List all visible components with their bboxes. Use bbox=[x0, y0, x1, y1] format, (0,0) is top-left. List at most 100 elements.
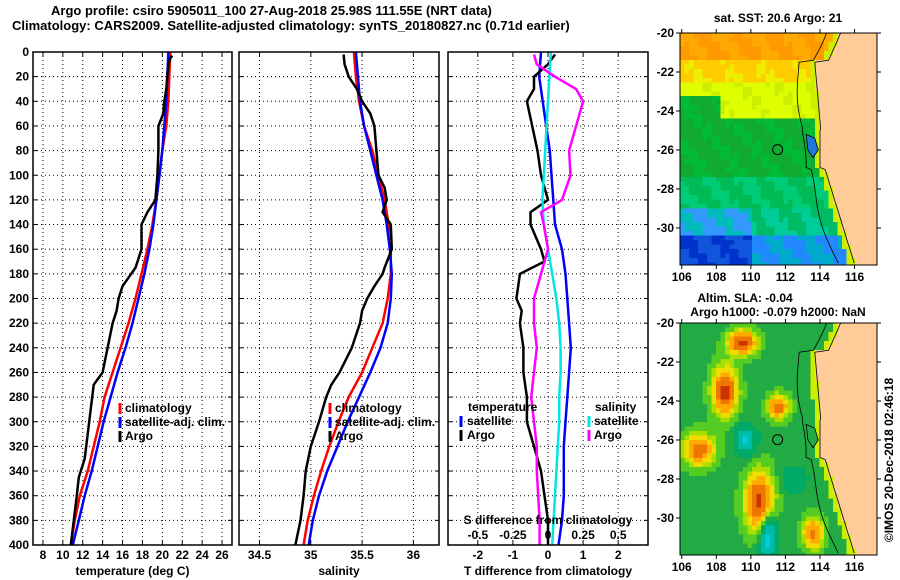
map-cell bbox=[864, 231, 870, 236]
map-cell bbox=[761, 100, 766, 106]
map-cell bbox=[738, 530, 744, 535]
map-cell bbox=[842, 217, 847, 223]
map-cell bbox=[801, 440, 807, 445]
map-cell bbox=[680, 480, 685, 486]
map-cell bbox=[770, 395, 775, 400]
map-cell bbox=[747, 258, 753, 263]
map-cell bbox=[824, 262, 829, 266]
map-cell bbox=[788, 485, 793, 490]
map-cell bbox=[824, 368, 829, 373]
map-cell bbox=[702, 503, 708, 508]
map-cell bbox=[842, 60, 847, 65]
map-cell bbox=[851, 114, 856, 119]
map-cell bbox=[765, 453, 771, 459]
map-cell bbox=[864, 141, 870, 146]
map-cell bbox=[860, 213, 865, 218]
map-cell bbox=[734, 37, 739, 43]
map-cell bbox=[738, 109, 744, 115]
map-cell bbox=[720, 521, 726, 526]
map-cell bbox=[770, 105, 775, 110]
map-cell bbox=[851, 512, 856, 517]
map-cell bbox=[869, 253, 874, 259]
map-cell bbox=[806, 399, 811, 405]
map-cell bbox=[765, 494, 771, 499]
map-cell bbox=[734, 190, 739, 196]
map-cell bbox=[828, 386, 834, 391]
map-cell bbox=[806, 46, 811, 52]
map-cell bbox=[774, 327, 780, 333]
map-cell bbox=[711, 91, 717, 97]
map-cell bbox=[819, 390, 825, 396]
map-cell bbox=[747, 208, 753, 214]
map-cell bbox=[761, 480, 766, 486]
map-cell bbox=[860, 552, 865, 556]
map-cell bbox=[680, 444, 685, 450]
map-cell bbox=[684, 368, 690, 373]
map-cell bbox=[815, 359, 820, 364]
map-cell bbox=[837, 350, 843, 355]
map-cell bbox=[680, 118, 685, 124]
map-cell bbox=[837, 154, 843, 160]
map-cell bbox=[738, 390, 744, 396]
map-cell bbox=[752, 552, 757, 556]
map-cell bbox=[774, 494, 780, 499]
map-cell bbox=[810, 181, 816, 187]
map-cell bbox=[815, 489, 820, 495]
map-cell bbox=[698, 539, 703, 544]
map-cell bbox=[873, 208, 878, 214]
map-cell bbox=[810, 467, 816, 472]
map-cell bbox=[684, 336, 690, 342]
map-cell bbox=[864, 458, 870, 463]
map-cell bbox=[689, 345, 694, 351]
map-cell bbox=[855, 543, 861, 549]
map-cell bbox=[819, 494, 825, 499]
map-cell bbox=[828, 381, 834, 387]
map-cell bbox=[738, 354, 744, 360]
map-cell bbox=[770, 262, 775, 266]
map-cell bbox=[761, 458, 766, 463]
map-cell bbox=[828, 395, 834, 400]
map-cell bbox=[774, 64, 780, 70]
map-cell bbox=[747, 350, 753, 355]
map-cell bbox=[738, 141, 744, 146]
map-cell bbox=[761, 471, 766, 477]
map-cell bbox=[747, 177, 753, 182]
map-cell bbox=[729, 417, 735, 423]
map-cell bbox=[783, 190, 789, 196]
map-cell bbox=[810, 123, 816, 128]
map-cell bbox=[707, 435, 712, 441]
map-cell bbox=[729, 114, 735, 119]
map-cell bbox=[842, 453, 847, 459]
map-cell bbox=[801, 181, 807, 187]
map-cell bbox=[801, 516, 807, 522]
map-cell bbox=[711, 543, 717, 549]
map-cell bbox=[738, 498, 744, 504]
map-cell bbox=[684, 78, 690, 83]
map-cell bbox=[743, 485, 748, 490]
map-cell bbox=[864, 60, 870, 65]
map-cell bbox=[693, 368, 699, 373]
map-cell bbox=[711, 172, 717, 178]
map-cell bbox=[725, 426, 730, 432]
map-cell bbox=[711, 467, 717, 472]
map-cell bbox=[729, 91, 735, 97]
map-cell bbox=[819, 168, 825, 173]
map-cell bbox=[873, 426, 878, 432]
map-cell bbox=[833, 159, 838, 164]
map-cell bbox=[783, 548, 789, 553]
map-cell bbox=[738, 552, 744, 556]
map-cell bbox=[837, 530, 843, 535]
shelf-contour bbox=[796, 322, 839, 554]
map-cell bbox=[824, 168, 829, 173]
map-cell bbox=[864, 516, 870, 522]
map-cell bbox=[819, 114, 825, 119]
map-cell bbox=[725, 91, 730, 97]
map-cell bbox=[783, 422, 789, 427]
map-cell bbox=[815, 141, 820, 146]
map-cell bbox=[792, 476, 798, 481]
map-cell bbox=[788, 525, 793, 531]
map-cell bbox=[797, 377, 802, 382]
map-cell bbox=[734, 372, 739, 378]
map-cell bbox=[756, 336, 762, 342]
map-cell bbox=[761, 395, 766, 400]
